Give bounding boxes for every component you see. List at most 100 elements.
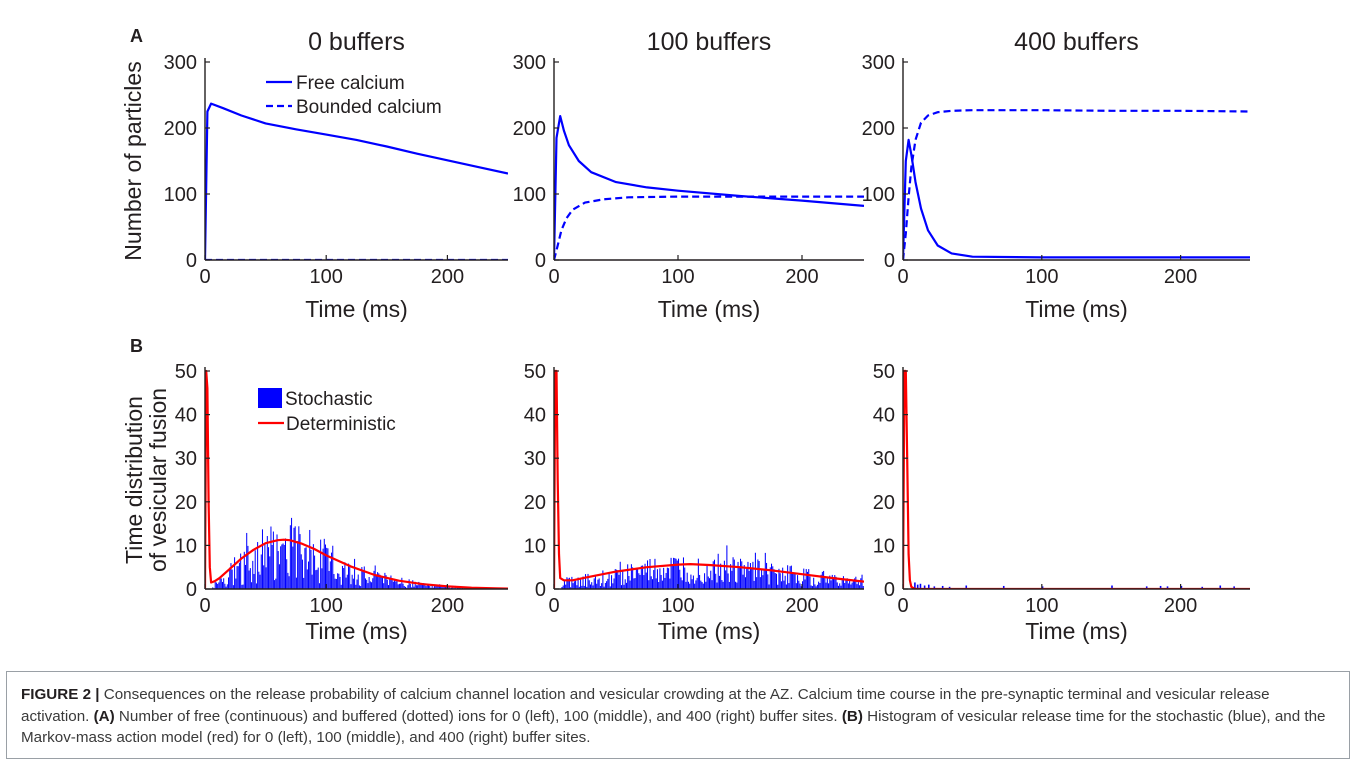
histogram-bar <box>733 559 735 589</box>
histogram-bar <box>784 575 786 589</box>
histogram-bar <box>797 575 799 589</box>
histogram-bar <box>360 586 362 589</box>
histogram-bar <box>1166 586 1169 589</box>
histogram-bar <box>630 564 632 589</box>
x-tick-label: 0 <box>548 595 559 617</box>
histogram-bar <box>395 581 397 589</box>
histogram-bar <box>403 585 405 589</box>
histogram-bar <box>851 582 853 589</box>
histogram-bar <box>829 575 831 589</box>
histogram-bar <box>586 586 588 589</box>
histogram-bar <box>718 575 720 589</box>
histogram-bar <box>697 558 699 589</box>
x-tick-label: 100 <box>1025 266 1058 288</box>
histogram-bar <box>619 561 621 589</box>
histogram-bar <box>384 572 386 589</box>
histogram-bar <box>701 582 703 589</box>
histogram-bar <box>351 574 353 589</box>
histogram-bar <box>368 576 370 589</box>
histogram-bar <box>419 584 421 589</box>
x-axis-label: Time (ms) <box>305 618 408 644</box>
y-tick-label: 50 <box>175 361 197 383</box>
histogram-bar <box>385 575 387 589</box>
x-tick-label: 0 <box>199 266 210 288</box>
x-axis-label: Time (ms) <box>1025 618 1128 644</box>
histogram-bar <box>722 581 724 589</box>
histogram-bar <box>844 582 846 589</box>
histogram-bar <box>624 579 626 589</box>
histogram-bar <box>344 562 346 589</box>
histogram-bar <box>754 552 756 589</box>
histogram-bar <box>266 536 268 589</box>
histogram-bar <box>821 571 823 589</box>
free-calcium-line <box>205 102 508 260</box>
histogram-bar <box>854 578 856 589</box>
histogram-bar <box>331 552 333 589</box>
x-axis-label: Time (ms) <box>1025 296 1128 322</box>
histogram-bar <box>588 580 590 589</box>
histogram-bar <box>820 574 822 589</box>
histogram-bar <box>757 559 759 589</box>
histogram-bar <box>783 580 785 589</box>
x-tick-label: 0 <box>548 266 559 288</box>
histogram-bar <box>316 569 318 589</box>
histogram-bar <box>398 583 400 589</box>
histogram-bar <box>343 568 345 589</box>
free-calcium-line <box>903 138 1250 260</box>
histogram-bar <box>674 558 676 589</box>
histogram-bar <box>357 574 359 589</box>
histogram-bar <box>352 578 354 589</box>
histogram-bar <box>689 583 691 589</box>
histogram-bar <box>808 569 810 589</box>
histogram-bar <box>603 586 605 589</box>
histogram-bar <box>413 586 415 589</box>
histogram-bar <box>354 558 356 589</box>
histogram-bar <box>362 570 364 589</box>
caption-panel-ref: (B) <box>841 707 863 725</box>
bounded-calcium-line <box>903 109 1250 260</box>
histogram-bar <box>716 582 718 589</box>
histogram-bar <box>259 574 261 589</box>
histogram-bar <box>643 575 645 589</box>
histogram-bar <box>914 582 916 589</box>
histogram-bar <box>246 532 248 589</box>
histogram-bar <box>284 538 287 589</box>
y-axis-label-line1: Time distribution <box>121 396 147 564</box>
histogram-bar <box>429 586 431 589</box>
histogram-bar <box>618 574 620 589</box>
panel-6: 0 10 20 30 40 50 0 100 200 Time (ms) <box>873 361 1250 644</box>
histogram-bar <box>830 580 832 589</box>
histogram-bar <box>337 573 339 589</box>
histogram-bar <box>606 581 608 589</box>
histogram-bar <box>381 576 383 589</box>
histogram-bar <box>638 573 640 589</box>
histogram-bar <box>386 579 388 589</box>
histogram-bar <box>811 586 813 589</box>
histogram-bar <box>596 583 598 589</box>
free-calcium-line <box>554 114 864 260</box>
histogram-bar <box>591 582 593 589</box>
histogram-bar <box>622 570 624 589</box>
histogram-bar <box>312 544 314 589</box>
histogram-bar <box>242 584 244 589</box>
data-group <box>554 369 864 589</box>
histogram-bar <box>681 580 683 589</box>
histogram-bar <box>834 575 836 589</box>
histogram-bar <box>634 578 636 589</box>
histogram-bar <box>576 585 578 589</box>
histogram-bar <box>609 586 611 589</box>
histogram-bar <box>799 583 801 589</box>
x-tick-label: 200 <box>1164 595 1197 617</box>
histogram-bar <box>426 584 428 589</box>
x-tick-label: 100 <box>661 595 694 617</box>
histogram-bar <box>567 578 569 589</box>
histogram-bar <box>299 534 301 589</box>
histogram-bar <box>415 585 417 589</box>
histogram-bar <box>260 554 262 589</box>
panel-title: 400 buffers <box>1014 28 1139 56</box>
histogram-bar <box>793 573 795 589</box>
histogram-bar <box>723 560 725 589</box>
histogram-bar <box>402 583 404 589</box>
histogram-bar <box>809 576 811 589</box>
